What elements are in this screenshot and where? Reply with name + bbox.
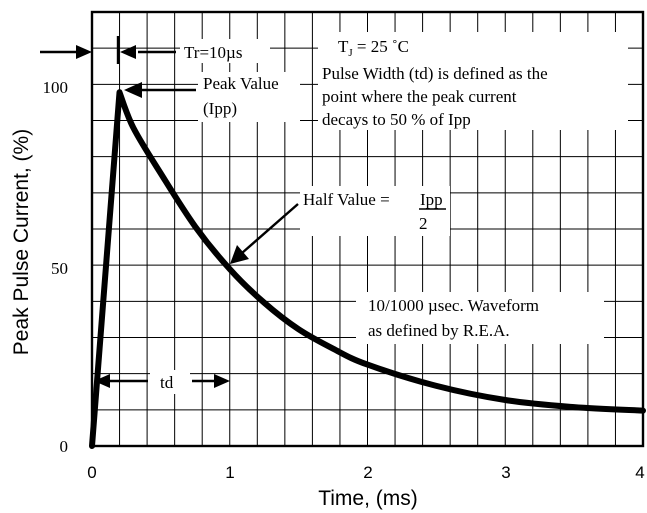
waveform-curve [89,89,646,449]
peak-label-bg [198,72,300,122]
waveform-note-bg [356,292,604,344]
y-tick-50: 50 [51,259,68,278]
half-value-annotation: Half Value = Ipp 2 [230,186,450,264]
pulse-width-line-2: point where the peak current [322,87,517,106]
rise-time-annotation: Tr=10µs [40,36,270,64]
half-value-numerator: Ipp [420,190,443,209]
y-axis-label: Peak Pulse Current, (%) [10,129,33,355]
peak-arrow-head [124,82,142,98]
waveform-line-1: 10/1000 µsec. Waveform [368,296,539,315]
y-tick-100: 100 [43,78,69,97]
rise-left-arrow-head [76,45,92,59]
td-label-bg [150,370,190,394]
half-value-arrow-shaft [241,203,299,254]
x-tick-2: 2 [363,463,372,482]
x-tick-4: 4 [635,463,644,482]
pulse-width-line-3: decays to 50 % of Ipp [322,110,471,129]
x-tick-1: 1 [225,463,234,482]
x-axis-label: Time, (ms) [318,487,418,510]
half-value-arrow-head [230,245,249,264]
rise-right-arrow-head [120,45,136,59]
tr-label-bg [180,39,270,63]
pulse-width-line-1: Pulse Width (td) is defined as the [322,64,548,83]
td-annotation: td [94,370,230,394]
tr-label: Tr=10µs [184,43,242,62]
td-left-arrow-head [94,374,110,388]
conditions-note-bg [318,32,628,130]
half-value-denominator: 2 [419,214,428,233]
y-tick-0: 0 [60,437,69,456]
tj-label: TJ = 25 ˚C [338,37,409,59]
conditions-note: TJ = 25 ˚C Pulse Width (td) is defined a… [318,32,628,130]
tick-labels: 0 1 2 3 4 0 50 100 [43,78,645,482]
peak-value-label: Peak Value [203,74,279,93]
td-label: td [160,373,174,392]
td-right-arrow-head [214,374,230,388]
half-value-label: Half Value = [303,190,390,209]
waveform-line-2: as defined by R.E.A. [368,321,510,340]
ipp-label: (Ipp) [203,99,237,118]
peak-annotation: Peak Value (Ipp) [124,72,300,122]
plot-frame [90,10,645,448]
half-value-bg [300,186,450,236]
x-tick-3: 3 [501,463,510,482]
waveform-series [89,89,646,449]
waveform-note: 10/1000 µsec. Waveform as defined by R.E… [356,292,604,344]
x-tick-0: 0 [87,463,96,482]
